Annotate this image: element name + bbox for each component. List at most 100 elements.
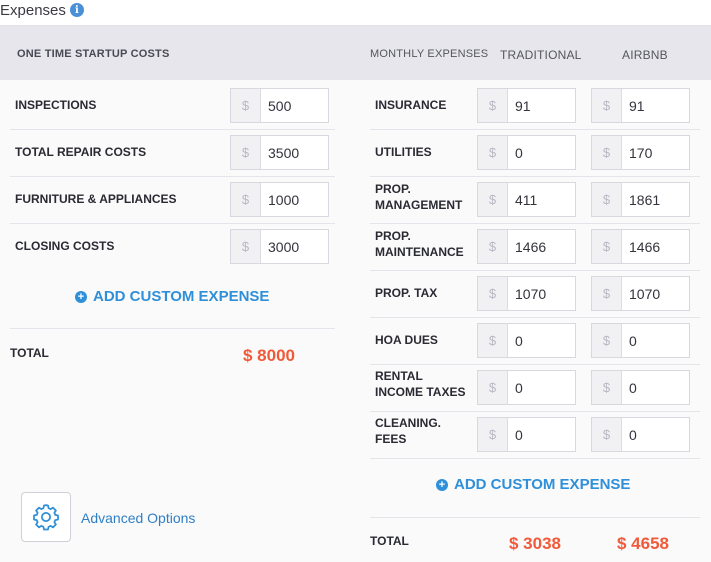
monthly-row-label-line1: PROP. <box>375 182 411 196</box>
add-startup-expense-label: ADD CUSTOM EXPENSE <box>93 288 270 305</box>
dollar-sign: $ <box>592 277 622 310</box>
prop-tax-airbnb-input[interactable] <box>622 277 689 310</box>
dollar-sign: $ <box>478 371 508 404</box>
plus-circle-icon: + <box>75 290 87 303</box>
dollar-sign: $ <box>592 418 622 451</box>
dollar-sign: $ <box>478 277 508 310</box>
startup-row-label: CLOSING COSTS <box>15 239 115 253</box>
dollar-sign: $ <box>478 89 508 122</box>
row-divider <box>370 411 700 412</box>
cleaning-airbnb-input[interactable] <box>622 418 689 451</box>
monthly-row-label: RENTAL INCOME TAXES <box>375 368 465 400</box>
inspections-input[interactable] <box>261 89 328 122</box>
total-divider <box>370 517 700 518</box>
monthly-row-label-line1: HOA DUES <box>375 333 438 347</box>
monthly-row-label-line1: UTILITIES <box>375 145 432 159</box>
startup-row-label: INSPECTIONS <box>15 98 97 112</box>
row-divider <box>370 129 700 130</box>
advanced-options-button[interactable] <box>21 492 71 542</box>
monthly-row-label-line2: MAINTENANCE <box>375 245 464 259</box>
dollar-sign: $ <box>478 324 508 357</box>
repair-costs-field[interactable]: $ <box>230 135 329 170</box>
hoa-traditional-input[interactable] <box>508 324 575 357</box>
insurance-airbnb-input[interactable] <box>622 89 689 122</box>
hoa-traditional-field[interactable]: $ <box>477 323 576 358</box>
dollar-sign: $ <box>592 371 622 404</box>
repair-costs-input[interactable] <box>261 136 328 169</box>
monthly-total-label: TOTAL <box>370 534 409 548</box>
insurance-traditional-input[interactable] <box>508 89 575 122</box>
monthly-row-label: CLEANING. FEES <box>375 415 441 447</box>
info-icon[interactable]: i <box>69 3 84 17</box>
utilities-traditional-field[interactable]: $ <box>477 135 576 170</box>
dollar-sign: $ <box>592 230 622 263</box>
income-taxes-airbnb-input[interactable] <box>622 371 689 404</box>
advanced-options-link[interactable]: Advanced Options <box>81 510 196 526</box>
furniture-field[interactable]: $ <box>230 182 329 217</box>
utilities-airbnb-input[interactable] <box>622 136 689 169</box>
row-divider <box>370 176 700 177</box>
cleaning-traditional-field[interactable]: $ <box>477 417 576 452</box>
monthly-row-label-line1: PROP. TAX <box>375 286 438 300</box>
hoa-airbnb-input[interactable] <box>622 324 689 357</box>
add-startup-expense-button[interactable]: + ADD CUSTOM EXPENSE <box>75 288 269 305</box>
airbnb-column-header: AIRBNB <box>622 48 668 62</box>
dollar-sign: $ <box>478 183 508 216</box>
monthly-row-label-line1: RENTAL <box>375 369 423 383</box>
add-monthly-expense-button[interactable]: + ADD CUSTOM EXPENSE <box>436 476 630 493</box>
row-divider <box>10 129 335 130</box>
monthly-row-label: PROP. MAINTENANCE <box>375 228 464 260</box>
monthly-row-label-line1: INSURANCE <box>375 98 447 112</box>
income-taxes-traditional-input[interactable] <box>508 371 575 404</box>
prop-tax-airbnb-field[interactable]: $ <box>591 276 690 311</box>
monthly-row-label: INSURANCE <box>375 97 446 113</box>
maintenance-traditional-input[interactable] <box>508 230 575 263</box>
management-airbnb-field[interactable]: $ <box>591 182 690 217</box>
inspections-field[interactable]: $ <box>230 88 329 123</box>
section-title-row: Expenses i <box>0 0 84 20</box>
traditional-total-value: $ 3038 <box>509 534 561 553</box>
maintenance-traditional-field[interactable]: $ <box>477 229 576 264</box>
closing-costs-field[interactable]: $ <box>230 229 329 264</box>
dollar-sign: $ <box>478 230 508 263</box>
airbnb-total-value: $ 4658 <box>617 534 669 553</box>
row-divider <box>10 223 335 224</box>
management-traditional-input[interactable] <box>508 183 575 216</box>
dollar-sign: $ <box>231 89 261 122</box>
monthly-row-label-line2: MANAGEMENT <box>375 198 463 212</box>
insurance-airbnb-field[interactable]: $ <box>591 88 690 123</box>
total-divider <box>10 328 335 329</box>
startup-header: ONE TIME STARTUP COSTS <box>17 48 170 60</box>
row-divider <box>10 176 335 177</box>
management-traditional-field[interactable]: $ <box>477 182 576 217</box>
add-monthly-expense-label: ADD CUSTOM EXPENSE <box>454 476 631 493</box>
utilities-airbnb-field[interactable]: $ <box>591 135 690 170</box>
prop-tax-traditional-input[interactable] <box>508 277 575 310</box>
dollar-sign: $ <box>592 136 622 169</box>
hoa-airbnb-field[interactable]: $ <box>591 323 690 358</box>
furniture-input[interactable] <box>261 183 328 216</box>
management-airbnb-input[interactable] <box>622 183 689 216</box>
closing-costs-input[interactable] <box>261 230 328 263</box>
maintenance-airbnb-field[interactable]: $ <box>591 229 690 264</box>
dollar-sign: $ <box>231 136 261 169</box>
cleaning-traditional-input[interactable] <box>508 418 575 451</box>
plus-circle-icon: + <box>436 478 448 491</box>
dollar-sign: $ <box>592 324 622 357</box>
insurance-traditional-field[interactable]: $ <box>477 88 576 123</box>
income-taxes-airbnb-field[interactable]: $ <box>591 370 690 405</box>
row-divider <box>370 364 700 365</box>
dollar-sign: $ <box>231 230 261 263</box>
prop-tax-traditional-field[interactable]: $ <box>477 276 576 311</box>
utilities-traditional-input[interactable] <box>508 136 575 169</box>
maintenance-airbnb-input[interactable] <box>622 230 689 263</box>
monthly-row-label-line2: FEES <box>375 432 407 446</box>
expenses-panel: ONE TIME STARTUP COSTS MONTHLY EXPENSES … <box>0 25 711 562</box>
income-taxes-traditional-field[interactable]: $ <box>477 370 576 405</box>
monthly-row-label-line2: INCOME TAXES <box>375 385 466 399</box>
gear-icon <box>33 504 59 531</box>
table-header: ONE TIME STARTUP COSTS MONTHLY EXPENSES … <box>0 26 711 80</box>
dollar-sign: $ <box>478 136 508 169</box>
monthly-row-label-line1: PROP. <box>375 229 411 243</box>
cleaning-airbnb-field[interactable]: $ <box>591 417 690 452</box>
